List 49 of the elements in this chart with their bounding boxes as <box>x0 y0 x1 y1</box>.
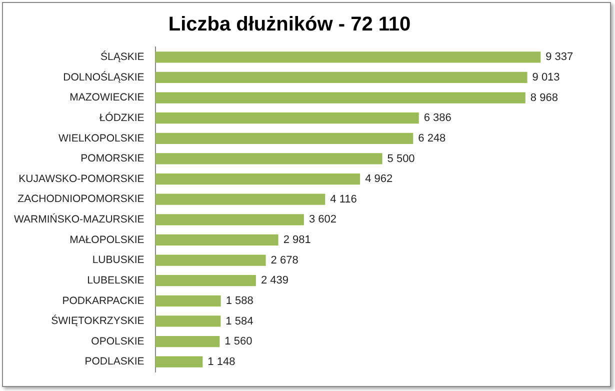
y-tick-label: WIELKOPOLSKIE <box>58 132 144 144</box>
y-tick-label: DOLNOŚLĄSKIE <box>63 70 144 84</box>
y-tick-label: ZACHODNIOPOMORSKIE <box>18 193 144 206</box>
bar <box>155 295 221 306</box>
data-label: 9 337 <box>546 51 574 64</box>
data-label: 1 148 <box>208 356 236 368</box>
data-label: 2 981 <box>283 234 311 246</box>
bar <box>155 336 220 348</box>
y-tick-label: ŁÓDZKIE <box>99 110 144 124</box>
y-tick-label: LUBUSKIE <box>92 254 144 266</box>
y-tick-label: PODLASKIE <box>84 356 144 368</box>
data-label: 5 500 <box>387 152 415 165</box>
y-tick-label: ŚWIĘTOKRZYSKIE <box>51 314 144 328</box>
bar <box>155 72 528 84</box>
y-tick-label: MAŁOPOLSKIE <box>70 234 144 246</box>
bar <box>155 92 526 104</box>
bar <box>155 173 360 185</box>
data-label: 4 116 <box>330 193 357 206</box>
data-label: 6 248 <box>418 132 446 144</box>
y-tick-label: LUBELSKIE <box>87 274 144 286</box>
y-tick-label: KUJAWSKO-POMORSKIE <box>18 172 144 185</box>
y-tick-label: ŚLĄSKIE <box>100 50 144 64</box>
y-tick-label: POMORSKIE <box>80 152 144 165</box>
data-label: 3 602 <box>308 214 336 226</box>
bar <box>155 356 203 368</box>
y-tick-label: OPOLSKIE <box>91 335 144 348</box>
bar <box>155 214 304 226</box>
y-tick-label: WARMIŃSKO-MAZURSKIE <box>14 212 144 226</box>
data-label: 1 584 <box>226 315 254 328</box>
y-tick-label: MAZOWIECKIE <box>70 92 144 104</box>
bar <box>155 194 326 205</box>
bar <box>155 52 541 63</box>
data-label: 2 439 <box>260 274 288 287</box>
bar <box>155 275 256 286</box>
bar <box>155 112 419 124</box>
bar <box>155 132 414 144</box>
bar <box>155 234 278 246</box>
data-label: 4 962 <box>365 173 393 186</box>
bar <box>155 153 382 164</box>
bar <box>155 254 266 266</box>
bar <box>155 316 221 327</box>
data-label: 2 678 <box>270 254 298 266</box>
data-label: 6 386 <box>424 112 452 124</box>
y-tick-label: PODKARPACKIE <box>62 294 144 307</box>
data-label: 1 560 <box>224 336 252 348</box>
chart-title: Liczba dłużników - 72 110 <box>168 14 411 36</box>
data-label: 1 588 <box>226 294 254 307</box>
data-label: 8 968 <box>530 92 558 104</box>
data-label: 9 013 <box>532 72 560 84</box>
